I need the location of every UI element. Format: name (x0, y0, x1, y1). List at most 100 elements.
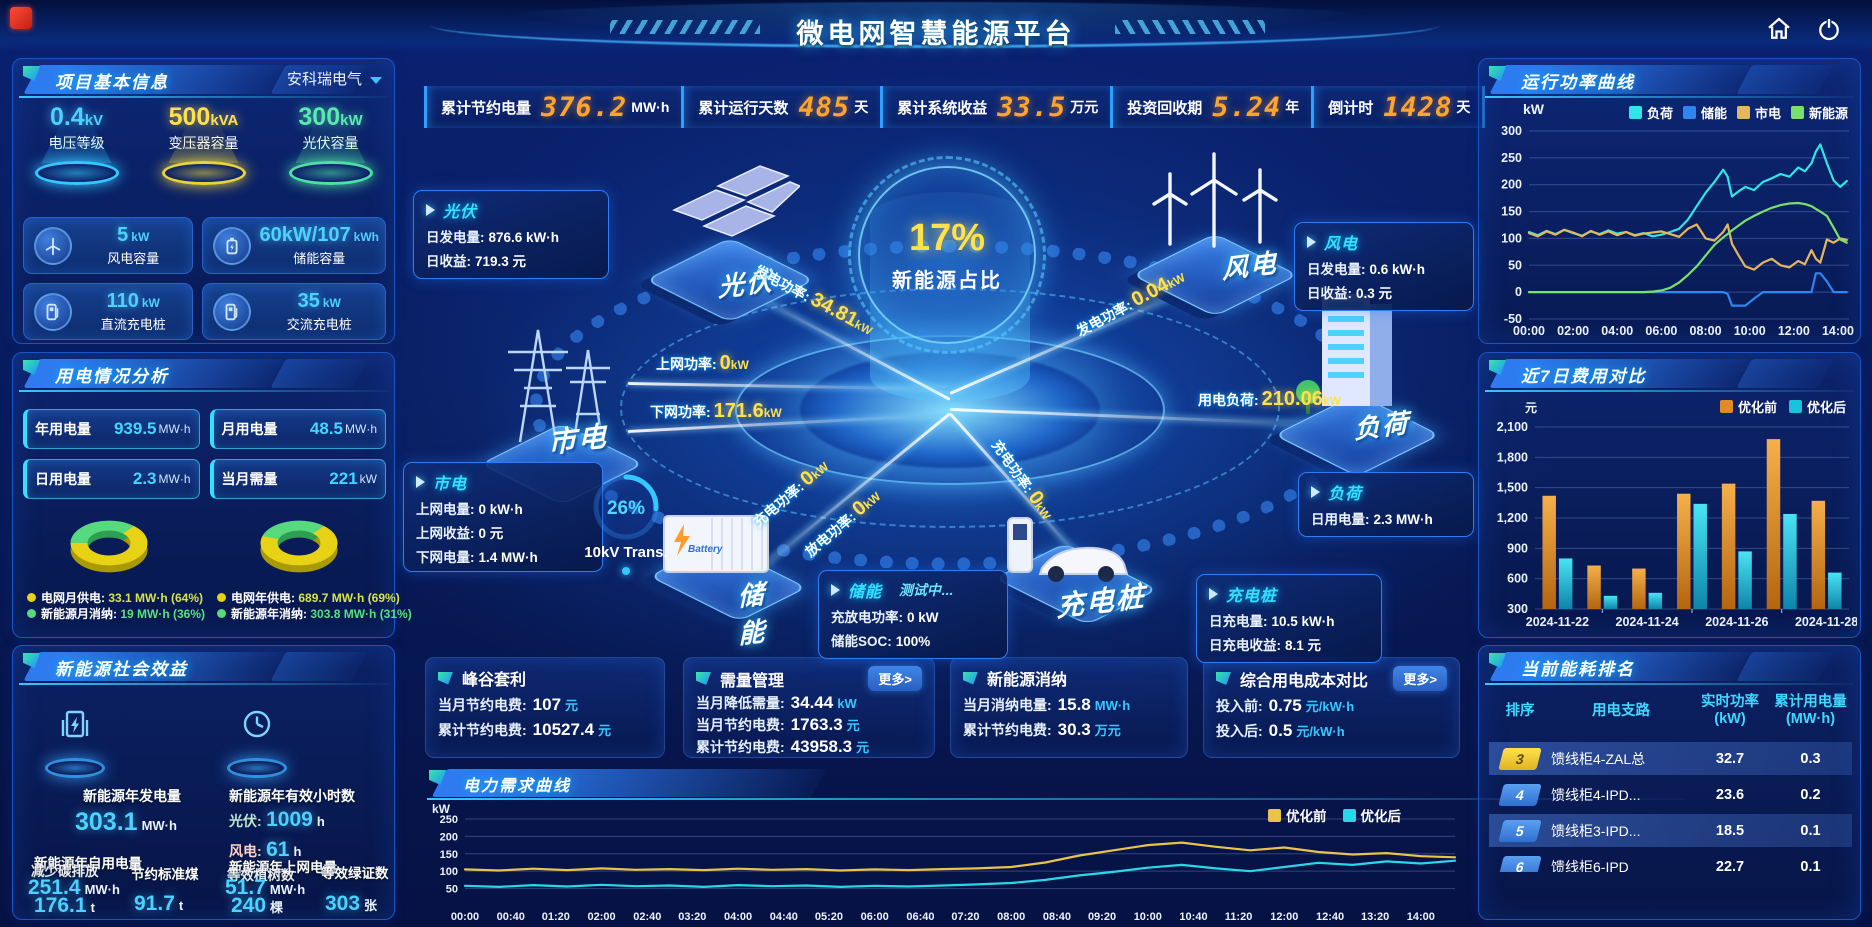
card-value: 110 (106, 290, 139, 312)
panel-corner-icon (23, 360, 40, 375)
legend-item-优化前[interactable]: 优化前 (1268, 805, 1327, 825)
kpi-total-saved-energy: 累计节约电量 376.2 MW·h (424, 86, 681, 128)
bar-优化前-2024-11-23 (1587, 565, 1601, 609)
demand-y-unit: kW (432, 802, 450, 816)
legend-item-负荷[interactable]: 负荷 (1628, 103, 1673, 122)
svg-text:2,100: 2,100 (1497, 420, 1528, 434)
panel-cost-header: 近7日费用对比 (1483, 356, 1856, 392)
card-value: 5 (117, 224, 129, 246)
app-logo (10, 7, 32, 29)
ac-charger-icon (213, 292, 252, 331)
chevron-right-icon (1209, 588, 1218, 600)
donut-year-supply: 电网年供电: 689.7 MW·h (69%) 新能源年消纳: 303.8 MW… (209, 505, 412, 622)
ranking-row[interactable]: 3 馈线柜4-ZAL总 32.7 0.3 (1489, 742, 1852, 775)
svg-text:50: 50 (446, 884, 458, 896)
panel-project-header: 项目基本信息 (17, 62, 390, 98)
benefit-label-trees: 等效植树数 (227, 868, 295, 883)
panel-corner-icon (1489, 360, 1506, 375)
demand-mgmt-more-button[interactable]: 更多> (868, 666, 922, 691)
donut-chart-year (209, 505, 389, 588)
benefit-value-self-use: 251.4 MW·h (28, 876, 120, 899)
legend-item-新能源[interactable]: 新能源 (1790, 103, 1848, 122)
card-label: 风电容量 (107, 251, 160, 266)
panel-usage-analysis: 用电情况分析 年用电量 939.5 MW·h 月用电量 48.5 MW·h 日用电量 2.… (12, 352, 412, 638)
card-corner-icon (696, 672, 711, 685)
legend-item-优化后[interactable]: 优化后 (1788, 397, 1846, 416)
svg-text:100: 100 (440, 866, 458, 878)
pod-label: 光伏容量 (302, 135, 359, 151)
svg-text:13:20: 13:20 (1361, 911, 1389, 923)
node-load: 负荷 (1273, 280, 1441, 477)
legend-item-市电[interactable]: 市电 (1736, 103, 1781, 122)
svg-text:09:20: 09:20 (1088, 911, 1116, 923)
power-button[interactable] (1812, 14, 1846, 44)
node-label-load: 负荷 (1353, 407, 1411, 445)
benefit-label-co2: 减少碳排放 (31, 864, 99, 879)
benefit-label-feed-in: 新能源年上网电量 (229, 860, 337, 875)
demand-chart-header: 电力需求曲线 (425, 766, 1685, 800)
benefit-value-feed-in: 51.7 MW·h (225, 876, 306, 899)
legend-renewable-year: 新能源年消纳: 303.8 MW·h (31%) (217, 606, 412, 622)
panel-corner-icon (1489, 66, 1506, 81)
cost-comparison-more-button[interactable]: 更多> (1393, 666, 1447, 691)
company-select[interactable]: 安科瑞电气 (287, 68, 382, 89)
col-energy: 累计用电量 (MW·h) (1774, 694, 1847, 727)
svg-text:10:00: 10:00 (1134, 911, 1162, 923)
panel-corner-icon (429, 770, 446, 785)
legend-item-储能[interactable]: 储能 (1682, 103, 1727, 122)
svg-text:250: 250 (440, 814, 458, 826)
card-renewable-consumption: 新能源消纳 当月消纳电量: 15.8 MW·h 累计节约电费: 30.3 万元 (950, 657, 1188, 758)
svg-text:1,500: 1,500 (1497, 481, 1528, 495)
card-label: 交流充电桩 (286, 317, 352, 332)
legend-item-优化后[interactable]: 优化后 (1342, 805, 1401, 825)
svg-text:12:00: 12:00 (1270, 911, 1298, 923)
chevron-right-icon (426, 204, 435, 216)
benefit-label-coal: 节约标准煤 (131, 867, 199, 882)
card-demand-mgmt: 需量管理 更多> 当月降低需量: 34.44 kW 当月节约电费: 1763.3 元 累计… (683, 657, 935, 758)
header-swoosh-decoration (430, 2, 1440, 48)
home-button[interactable] (1762, 14, 1796, 44)
card-value: 60kW/107 (259, 224, 351, 246)
benefit-value-coal: 91.7 t (134, 892, 184, 915)
legend-label: 优化前 (1737, 400, 1777, 415)
rank-badge: 6 (1498, 855, 1542, 872)
pod-unit: kV (84, 112, 104, 129)
ranking-row[interactable]: 4 馈线柜4-IPD... 23.6 0.2 (1489, 778, 1852, 811)
power-legend: 负荷 储能 市电 新能源 (1628, 103, 1848, 122)
card-label: 储能容量 (293, 251, 346, 266)
svg-text:07:20: 07:20 (951, 911, 979, 923)
generation-pedestal (37, 704, 113, 780)
svg-text:06:40: 06:40 (906, 911, 934, 923)
kpi-label: 倒计时 (1328, 99, 1374, 117)
gauge-svg: 26% (593, 474, 659, 540)
kpi-unit: MW·h (631, 99, 670, 115)
spoke-label-from-grid: 下网功率: 171.6kW (650, 400, 782, 422)
card-corner-icon (963, 671, 978, 685)
legend-item-优化前[interactable]: 优化前 (1719, 397, 1777, 416)
card-unit: kW (131, 230, 150, 244)
renewable-share-value: 17% (908, 217, 986, 259)
svg-text:14:00: 14:00 (1822, 324, 1854, 338)
bar-优化后-2024-11-28 (1828, 572, 1842, 609)
rank-badge: 5 (1498, 819, 1542, 842)
svg-text:200: 200 (440, 831, 458, 843)
legend-label: 储能 (1700, 106, 1727, 121)
kpi-running-days: 累计运行天数 485 天 (681, 86, 880, 128)
benefit-label-hours: 新能源年有效小时数 (229, 788, 355, 804)
bar-优化后-2024-11-25 (1693, 503, 1707, 609)
chart-power-svg: -50 0 50 100 150 200 250 300 00:00 02:00 04:00 06:0… (1501, 124, 1854, 338)
card-storage-info: 储能 测试中... 充放电功率: 0 kW 储能SOC: 100% (818, 570, 1008, 659)
svg-text:900: 900 (1507, 541, 1528, 555)
ranking-row[interactable]: 5 馈线柜3-IPD... 18.5 0.1 (1489, 814, 1852, 847)
donut-svg (260, 520, 338, 573)
donut-year-legend: 电网年供电: 689.7 MW·h (69%) 新能源年消纳: 303.8 MW… (209, 590, 412, 622)
legend-swatch (1682, 106, 1696, 119)
panel-title: 近7日费用对比 (1521, 367, 1647, 386)
svg-text:300: 300 (1507, 602, 1528, 616)
cost-y-unit: 元 (1525, 401, 1538, 415)
col-branch: 用电支路 (1592, 702, 1650, 719)
panel-power-header: 运行功率曲线 (1483, 62, 1856, 98)
pod-value: 300 (298, 103, 341, 131)
ranking-row[interactable]: 6 馈线柜6-IPD 22.7 0.1 (1489, 850, 1852, 872)
renewable-share-circle: 17% 新能源占比 (848, 156, 1046, 354)
